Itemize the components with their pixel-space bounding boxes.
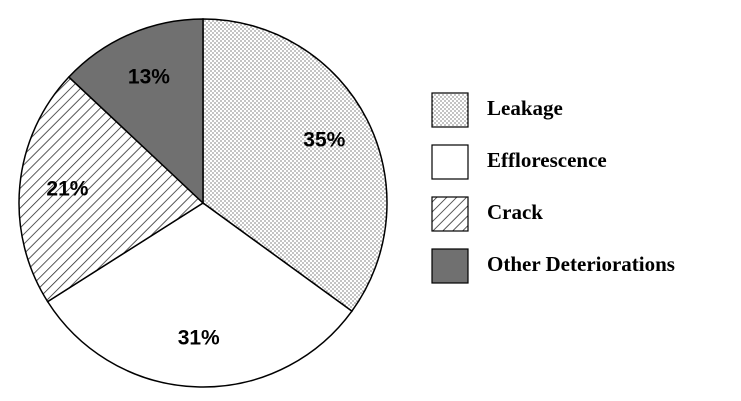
slice-label: 13% bbox=[128, 66, 170, 89]
legend: Leakage Efflorescence Crack Other Deteriora… bbox=[431, 92, 675, 284]
legend-swatch bbox=[431, 196, 469, 232]
legend-label: Efflorescence bbox=[487, 148, 607, 172]
pie-slice bbox=[18, 75, 205, 303]
legend-label: Leakage bbox=[487, 96, 563, 120]
pie-slice bbox=[46, 202, 353, 388]
pie-slice bbox=[202, 18, 388, 313]
pie: 35% 31% 21% 13% bbox=[18, 18, 388, 388]
slice-label: 35% bbox=[303, 129, 345, 152]
legend-swatch bbox=[431, 144, 469, 180]
legend-label: Other Deteriorations bbox=[487, 252, 675, 276]
legend-label: Crack bbox=[487, 200, 543, 224]
legend-swatch bbox=[431, 248, 469, 284]
slice-label: 21% bbox=[46, 178, 88, 201]
legend-swatch bbox=[431, 92, 469, 128]
slice-label: 31% bbox=[178, 327, 220, 350]
pie-slice bbox=[67, 18, 204, 205]
